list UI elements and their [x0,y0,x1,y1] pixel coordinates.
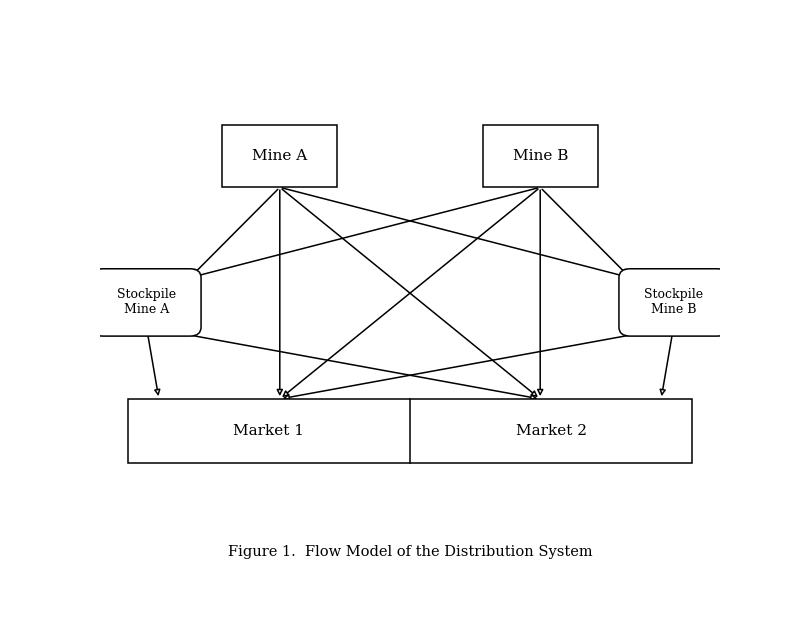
Text: Mine A: Mine A [252,149,307,163]
Text: Market 1: Market 1 [234,424,305,438]
Text: Market 2: Market 2 [515,424,586,438]
Text: Figure 1.  Flow Model of the Distribution System: Figure 1. Flow Model of the Distribution… [228,545,592,559]
FancyBboxPatch shape [222,125,337,187]
FancyBboxPatch shape [619,269,728,336]
FancyBboxPatch shape [128,399,692,464]
FancyBboxPatch shape [92,269,201,336]
Text: Mine B: Mine B [513,149,568,163]
Text: Stockpile
Mine A: Stockpile Mine A [117,289,176,316]
FancyBboxPatch shape [483,125,598,187]
Text: Stockpile
Mine B: Stockpile Mine B [644,289,703,316]
